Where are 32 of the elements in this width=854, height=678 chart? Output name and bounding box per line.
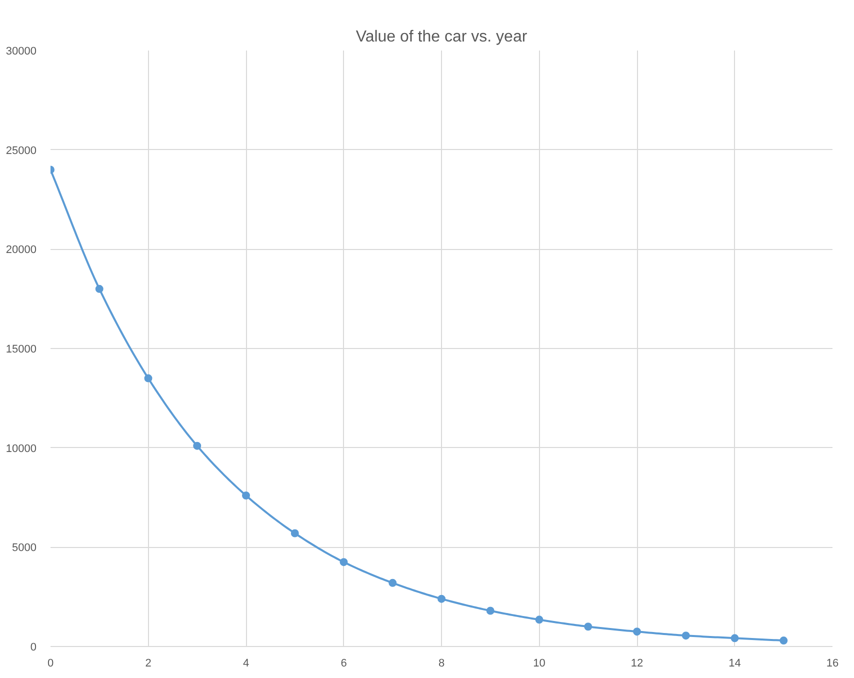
point: [290, 529, 299, 538]
y-tick-label: 10000: [6, 442, 37, 455]
chart-title: Value of the car vs. year: [356, 28, 528, 46]
x-tick-label: 2: [145, 658, 152, 670]
y-tick-label: 25000: [6, 144, 37, 157]
point: [193, 442, 202, 450]
x-tick-label: 12: [630, 658, 644, 670]
x-tick-label: 4: [242, 658, 250, 670]
point: [535, 616, 544, 624]
x-tick-label: 8: [438, 658, 445, 670]
x-tick-label: 6: [340, 658, 347, 670]
point: [438, 594, 446, 603]
x-tick-label: 10: [533, 658, 546, 670]
point: [340, 558, 348, 566]
point: [486, 606, 494, 615]
point: [95, 284, 104, 293]
x-tick-label: 16: [826, 658, 839, 670]
y-tick-label: 30000: [6, 46, 37, 58]
point: [584, 622, 592, 631]
point: [144, 374, 152, 382]
y-tick-label: 0: [30, 642, 37, 654]
point: [780, 636, 788, 645]
y-tick-label: 15000: [6, 344, 37, 356]
point: [388, 578, 397, 587]
point: [682, 632, 690, 640]
point: [633, 628, 641, 636]
y-tick-label: 5000: [12, 542, 37, 554]
point: [242, 492, 250, 500]
point: [730, 634, 739, 642]
x-tick-label: 14: [728, 658, 741, 670]
x-tick-label: 0: [47, 658, 54, 670]
y-tick-label: 20000: [6, 244, 37, 256]
